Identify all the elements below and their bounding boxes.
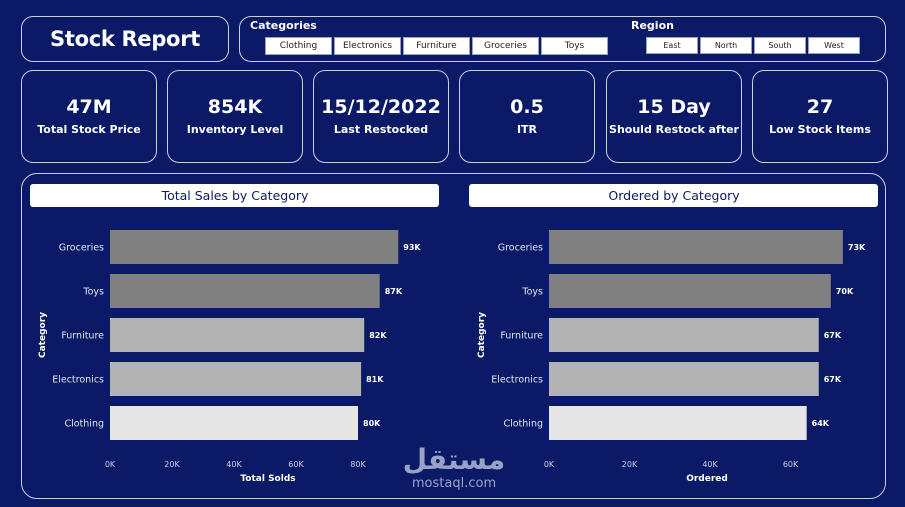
ordered-by-category-chart: Ordered by Category Category Groceries 73K T… <box>469 184 878 484</box>
kpi-value: 15 Day <box>637 96 711 119</box>
x-tick-label: 0K <box>544 460 555 469</box>
kpi-card-restock-after: 15 Day Should Restock after <box>606 70 742 163</box>
page-title: Stock Report <box>50 27 200 51</box>
category-chip-clothing[interactable]: Clothing <box>265 37 332 55</box>
bar-furniture[interactable] <box>549 318 819 352</box>
kpi-label: ITR <box>516 122 538 136</box>
category-tick-label: Toys <box>82 287 104 298</box>
y-axis-title: Category <box>38 312 48 358</box>
kpi-card-total-stock-price: 47M Total Stock Price <box>21 70 157 163</box>
kpi-card-last-restocked: 15/12/2022 Last Restocked <box>313 70 449 163</box>
watermark-site: mostaql.com <box>411 476 497 491</box>
category-tick-label: Groceries <box>59 243 104 254</box>
kpi-value: 47M <box>66 96 112 119</box>
charts-panel <box>21 173 886 499</box>
region-chip-north[interactable]: North <box>700 37 752 54</box>
total-sales-by-category-chart: Total Sales by Category Category Groceries… <box>30 184 439 484</box>
x-axis-title: Ordered <box>686 474 728 484</box>
category-chip-electronics[interactable]: Electronics <box>334 37 401 55</box>
region-slicer: East North South West <box>646 37 860 54</box>
region-chip-west[interactable]: West <box>808 37 860 54</box>
data-label: 80K <box>363 419 381 428</box>
data-label: 82K <box>369 331 387 340</box>
bar-groceries[interactable] <box>110 230 399 264</box>
category-tick-label: Groceries <box>498 243 543 254</box>
category-chip-groceries[interactable]: Groceries <box>472 37 539 55</box>
x-tick-label: 40K <box>226 460 242 469</box>
chart-title-bar <box>30 184 439 207</box>
data-label: 64K <box>812 419 830 428</box>
kpi-card-itr: 0.5 ITR <box>459 70 595 163</box>
category-slicer: Clothing Electronics Furniture Groceries… <box>265 37 608 55</box>
data-label: 93K <box>403 243 421 252</box>
region-label: Region <box>631 19 674 32</box>
region-chip-east[interactable]: East <box>646 37 698 54</box>
kpi-label: Should Restock after <box>609 122 739 136</box>
y-axis-title: Category <box>477 312 487 358</box>
filter-panel: Categories Clothing Electronics Furnitur… <box>239 16 886 62</box>
x-tick-label: 40K <box>702 460 718 469</box>
kpi-value: 854K <box>207 96 263 119</box>
bar-electronics[interactable] <box>549 362 819 396</box>
data-label: 81K <box>366 375 384 384</box>
x-tick-label: 20K <box>164 460 180 469</box>
bar-clothing[interactable] <box>549 406 807 440</box>
category-tick-label: Clothing <box>64 419 104 430</box>
x-tick-label: 20K <box>622 460 638 469</box>
bar-furniture[interactable] <box>110 318 365 352</box>
categories-label: Categories <box>250 19 317 32</box>
chart-title-bar <box>469 184 878 207</box>
category-tick-label: Electronics <box>491 375 543 386</box>
kpi-card-low-stock-items: 27 Low Stock Items <box>752 70 888 163</box>
bar-toys[interactable] <box>110 274 380 308</box>
data-label: 70K <box>836 287 854 296</box>
x-tick-label: 60K <box>783 460 799 469</box>
kpi-card-inventory-level: 854K Inventory Level <box>167 70 303 163</box>
category-chip-toys[interactable]: Toys <box>541 37 608 55</box>
data-label: 67K <box>824 331 842 340</box>
x-tick-label: 60K <box>288 460 304 469</box>
category-tick-label: Toys <box>521 287 543 298</box>
data-label: 67K <box>824 375 842 384</box>
region-chip-south[interactable]: South <box>754 37 806 54</box>
kpi-value: 27 <box>806 96 834 119</box>
watermark: مستقل mostaql.com <box>398 443 510 492</box>
x-tick-label: 80K <box>350 460 366 469</box>
watermark-arabic: مستقل <box>402 443 506 476</box>
bar-electronics[interactable] <box>110 362 362 396</box>
kpi-label: Low Stock Items <box>769 122 871 136</box>
data-label: 87K <box>385 287 403 296</box>
category-tick-label: Furniture <box>500 331 543 342</box>
chart-title: Ordered by Category <box>608 188 740 203</box>
kpi-value: 0.5 <box>510 96 544 119</box>
bar-clothing[interactable] <box>110 406 358 440</box>
chart-title: Total Sales by Category <box>161 188 309 203</box>
x-tick-label: 0K <box>105 460 116 469</box>
kpi-label: Total Stock Price <box>37 122 141 136</box>
category-tick-label: Clothing <box>503 419 543 430</box>
bar-toys[interactable] <box>549 274 831 308</box>
data-label: 73K <box>848 243 866 252</box>
category-chip-furniture[interactable]: Furniture <box>403 37 470 55</box>
category-tick-label: Electronics <box>52 375 104 386</box>
bar-groceries[interactable] <box>549 230 843 264</box>
kpi-label: Inventory Level <box>186 122 284 136</box>
category-tick-label: Furniture <box>61 331 104 342</box>
x-axis-title: Total Solds <box>240 474 295 484</box>
title-panel: Stock Report <box>21 16 229 62</box>
kpi-label: Last Restocked <box>333 122 429 136</box>
kpi-value: 15/12/2022 <box>321 96 441 119</box>
